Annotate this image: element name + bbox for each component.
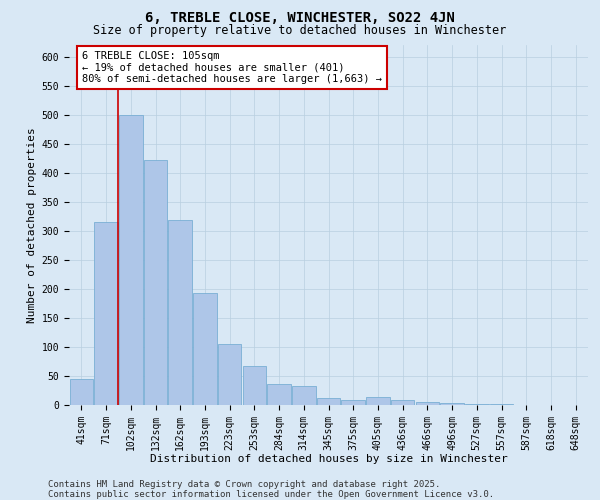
Text: Size of property relative to detached houses in Winchester: Size of property relative to detached ho…: [94, 24, 506, 37]
Bar: [119, 114, 143, 405]
Text: 6 TREBLE CLOSE: 105sqm
← 19% of detached houses are smaller (401)
80% of semi-de: 6 TREBLE CLOSE: 105sqm ← 19% of detached…: [82, 51, 382, 84]
X-axis label: Distribution of detached houses by size in Winchester: Distribution of detached houses by size …: [149, 454, 508, 464]
Text: 6, TREBLE CLOSE, WINCHESTER, SO22 4JN: 6, TREBLE CLOSE, WINCHESTER, SO22 4JN: [145, 11, 455, 25]
Bar: [70, 379, 93, 405]
Bar: [144, 160, 167, 405]
Bar: [341, 400, 365, 405]
Bar: [169, 220, 192, 405]
Bar: [193, 293, 217, 405]
Bar: [416, 402, 439, 405]
Bar: [391, 400, 415, 405]
Bar: [465, 404, 488, 405]
Bar: [268, 384, 291, 405]
Bar: [366, 398, 389, 405]
Bar: [490, 404, 513, 405]
Y-axis label: Number of detached properties: Number of detached properties: [28, 127, 37, 323]
Bar: [94, 222, 118, 405]
Bar: [218, 344, 241, 405]
Text: Contains HM Land Registry data © Crown copyright and database right 2025.
Contai: Contains HM Land Registry data © Crown c…: [48, 480, 494, 499]
Bar: [242, 366, 266, 405]
Bar: [317, 398, 340, 405]
Bar: [440, 404, 464, 405]
Bar: [292, 386, 316, 405]
